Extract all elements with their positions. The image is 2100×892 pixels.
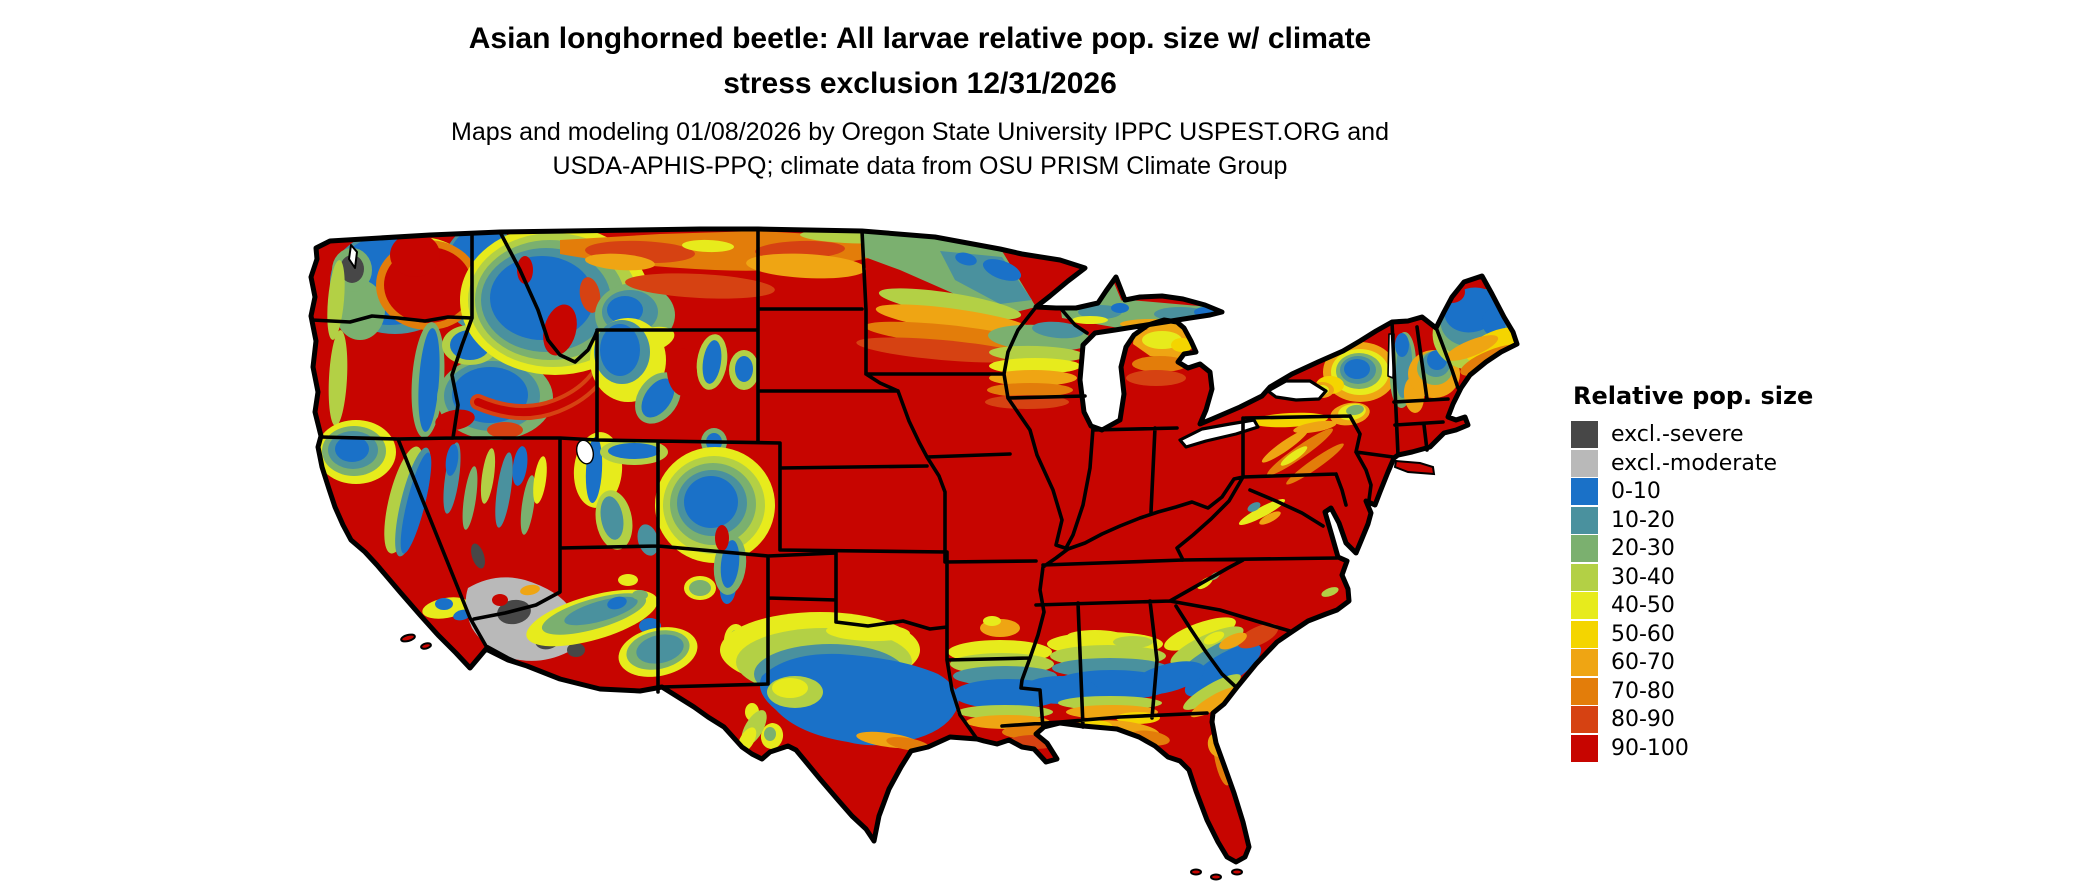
legend-label: 50-60: [1611, 621, 1675, 647]
state-borders: [310, 227, 1460, 741]
legend-swatch: [1571, 649, 1598, 676]
lake-erie: [1178, 418, 1260, 449]
page-subtitle-line1: Maps and modeling 01/08/2026 by Oregon S…: [451, 118, 1389, 146]
legend-swatch: [1571, 620, 1598, 648]
legend-swatch: [1571, 677, 1598, 705]
legend-swatch: [1571, 506, 1598, 534]
legend-label: 80-90: [1611, 707, 1675, 732]
puget-sound: [348, 244, 358, 269]
legend-row: 10-20: [1571, 506, 1813, 534]
legend-row: excl.-moderate: [1571, 449, 1813, 477]
legend-swatch: [1571, 706, 1598, 733]
legend-swatch: [1571, 535, 1598, 562]
map-raster: [316, 229, 1517, 786]
legend-row: 20-30: [1571, 535, 1813, 562]
legend-row: 80-90: [1571, 706, 1813, 733]
lake-ontario: [1266, 379, 1328, 402]
islands: [400, 459, 1436, 881]
long-island: [1393, 459, 1436, 476]
legend-row: 90-100: [1571, 734, 1813, 762]
legend-label: 0-10: [1611, 479, 1661, 504]
legend-label: 30-40: [1611, 564, 1675, 590]
legend-swatch: [1571, 421, 1598, 448]
legend-swatch: [1571, 563, 1598, 591]
legend-row: 40-50: [1571, 592, 1813, 619]
header: Asian longhorned beetle: All larvae rela…: [170, 16, 1670, 183]
legend-label: 90-100: [1611, 735, 1689, 761]
legend-rows: excl.-severe excl.-moderate 0-10 10-20 20-30…: [1571, 421, 1813, 762]
legend-label: 40-50: [1611, 593, 1675, 618]
legend-label: 10-20: [1611, 507, 1675, 533]
legend-label: excl.-moderate: [1611, 450, 1777, 476]
legend-label: 70-80: [1611, 678, 1675, 704]
legend-row: 0-10: [1571, 478, 1813, 505]
legend-label: 20-30: [1611, 536, 1675, 561]
legend-label: excl.-severe: [1611, 422, 1744, 447]
legend-row: 50-60: [1571, 620, 1813, 648]
page-title-line1: Asian longhorned beetle: All larvae rela…: [468, 22, 1372, 55]
legend-swatch: [1571, 592, 1598, 619]
legend-row: excl.-severe: [1571, 421, 1813, 448]
legend-row: 60-70: [1571, 649, 1813, 676]
legend-row: 30-40: [1571, 563, 1813, 591]
legend-label: 60-70: [1611, 650, 1675, 675]
page-title-line2: stress exclusion 12/31/2026: [723, 67, 1117, 100]
legend-row: 70-80: [1571, 677, 1813, 705]
legend-title: Relative pop. size: [1573, 382, 1814, 410]
page-subtitle-line2: USDA-APHIS-PPQ; climate data from OSU PR…: [552, 152, 1288, 180]
legend-swatch: [1571, 734, 1598, 762]
legend-swatch: [1571, 449, 1598, 477]
legend-swatch: [1571, 478, 1598, 505]
legend: Relative pop. size excl.-severe excl.-mod…: [1571, 382, 1813, 763]
